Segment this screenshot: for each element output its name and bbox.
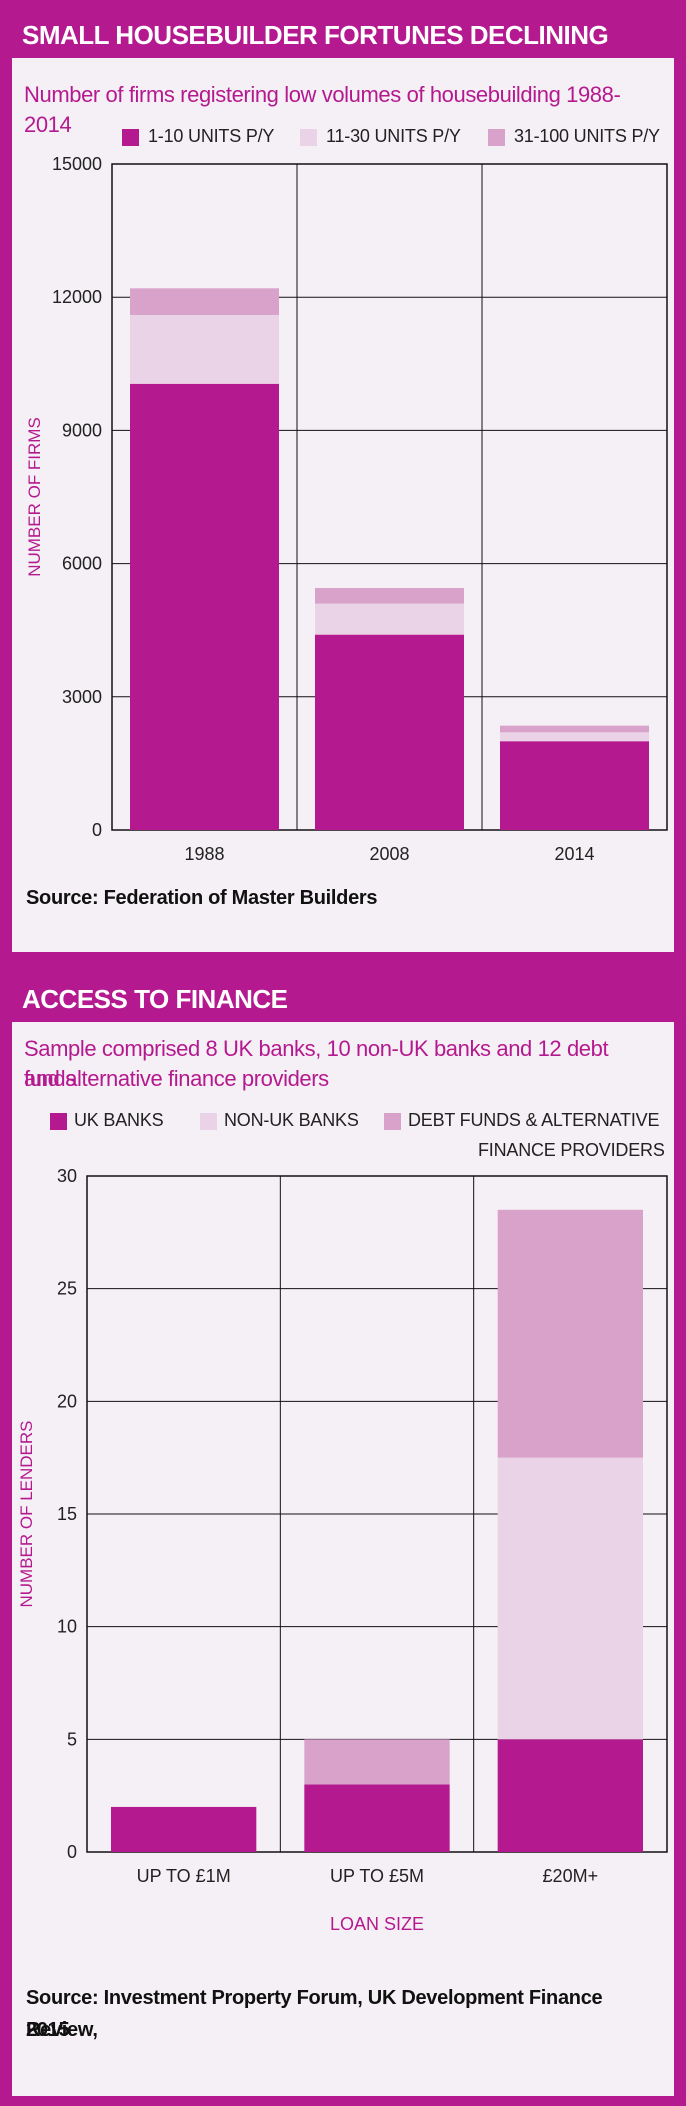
bar-segment (315, 588, 464, 604)
bar-segment (500, 741, 649, 830)
y-tick-label: 20 (57, 1391, 77, 1411)
legend-swatch (200, 1113, 217, 1130)
legend-swatch (488, 129, 505, 146)
bar-segment (497, 1457, 643, 1740)
legend-swatch (50, 1113, 67, 1130)
y-tick-label: 12000 (52, 287, 102, 307)
bar-segment (130, 288, 279, 315)
y-tick-label: 25 (57, 1279, 77, 1299)
chart2-plot: 0 5 10 15 20 25 30 UP TO £1M UP TO £5M £20M+ NUMBE… (17, 1166, 668, 1934)
legend-item-debt-funds-continued: FINANCE PROVIDERS (478, 1140, 665, 1160)
bar-segment (304, 1739, 450, 1785)
y-tick-label: 5 (67, 1729, 77, 1749)
y-tick-label: 30 (57, 1166, 77, 1186)
chart1-plot: 0 3000 6000 9000 12000 15000 1988 2008 2014 NUMBE… (25, 154, 668, 864)
y-tick-label: 3000 (62, 687, 102, 707)
legend-swatch (384, 1113, 401, 1130)
bar-segment (130, 314, 279, 384)
y-axis-label: NUMBER OF FIRMS (25, 417, 44, 577)
chart-panel-access-to-finance: ACCESS TO FINANCE Sample comprised 8 UK … (12, 976, 674, 2096)
legend-label: 11-30 UNITS P/Y (326, 126, 461, 146)
bar-segment (315, 634, 464, 830)
chart1-title: SMALL HOUSEBUILDER FORTUNES DECLINING (12, 12, 674, 58)
y-axis-label: NUMBER OF LENDERS (17, 1420, 36, 1607)
chart-panel-housebuilders: SMALL HOUSEBUILDER FORTUNES DECLINING Nu… (12, 12, 674, 952)
legend-label: NON-UK BANKS (224, 1110, 359, 1130)
chart1-subtitle: Number of firms registering low volumes … (24, 82, 621, 137)
x-tick-label: 2014 (554, 844, 594, 864)
y-tick-label: 15000 (52, 154, 102, 174)
y-tick-label: 6000 (62, 554, 102, 574)
chart2-subtitle-line2: and alternative finance providers (24, 1066, 329, 1091)
bar-segment (497, 1739, 643, 1852)
chart1-source: Source: Federation of Master Builders (26, 887, 378, 909)
x-tick-label: UP TO £1M (137, 1866, 231, 1886)
legend-label: 1-10 UNITS P/Y (148, 126, 275, 146)
y-tick-label: 0 (92, 820, 102, 840)
bar-segment (304, 1784, 450, 1852)
legend-label: 31-100 UNITS P/Y (514, 126, 660, 146)
chart2-source-line1: Source: Investment Property Forum, UK De… (26, 1987, 603, 2041)
chart2-title: ACCESS TO FINANCE (12, 976, 674, 1022)
chart2-subtitle-line1: Sample comprised 8 UK banks, 10 non-UK b… (24, 1036, 609, 1091)
y-tick-label: 10 (57, 1617, 77, 1637)
y-tick-label: 0 (67, 1842, 77, 1862)
bar-segment (500, 732, 649, 742)
x-tick-label: £20M+ (543, 1866, 599, 1886)
legend-swatch (122, 129, 139, 146)
x-tick-label: UP TO £5M (330, 1866, 424, 1886)
bar-segment (130, 383, 279, 830)
chart2-source-line2: 2015 (26, 2019, 70, 2041)
y-tick-label: 15 (57, 1504, 77, 1524)
bar-segment (497, 1209, 643, 1458)
x-axis-label: LOAN SIZE (330, 1914, 424, 1934)
legend-label: DEBT FUNDS & ALTERNATIVE (408, 1110, 660, 1130)
bar-segment (500, 725, 649, 733)
x-tick-label: 1988 (184, 844, 224, 864)
legend-label: UK BANKS (74, 1110, 164, 1130)
x-tick-label: 2008 (369, 844, 409, 864)
bar-segment (111, 1806, 257, 1852)
bar-segment (315, 603, 464, 635)
legend-swatch (300, 129, 317, 146)
y-tick-label: 9000 (62, 420, 102, 440)
